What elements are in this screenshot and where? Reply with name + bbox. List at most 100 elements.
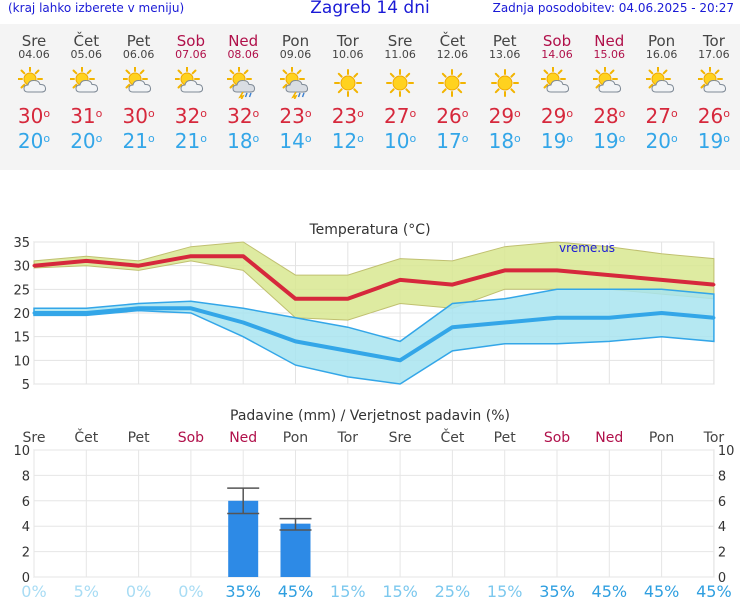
x-category-label: Sob [178,430,204,446]
y-tick-label: 35 [13,236,30,251]
day-name: Čet [439,32,466,50]
cloud-icon [232,79,256,101]
sun-cloud-icon [644,66,678,99]
min-temperature-point [346,349,350,353]
precipitation-probability: 15% [330,582,366,600]
day-date: 12.06 [436,48,469,61]
max-temperature-value: 29 [540,104,567,128]
min-temperature: 18o [227,129,260,153]
precipitation-plot-area [33,449,715,578]
location-hint[interactable]: (kraj lahko izberete v meniju) [8,1,185,15]
x-category-label: Sre [23,430,46,446]
last-updated: Zadnja posodobitev: 04.06.2025 - 20:27 [492,1,734,15]
y-tick-label-left: 2 [22,546,30,561]
day-date: 06.06 [122,48,155,61]
day-column: Sob 07.06 32o 21o [165,24,217,152]
max-temperature: 27o [645,104,678,128]
day-date: 15.06 [593,48,626,61]
precipitation-probability: 45% [696,582,732,600]
min-temperature-point [137,306,141,310]
max-temperature-value: 23 [279,104,305,128]
max-temperature-point [503,268,507,272]
max-temperature-value: 30 [17,104,44,128]
day-name: Pon [281,32,310,50]
min-temperature: 19o [593,129,626,153]
y-tick-label: 10 [13,354,30,369]
y-tick-label-right: 8 [718,469,726,484]
x-category-label: Čet [440,428,464,446]
max-temperature-point [555,268,559,272]
min-temperature-line [34,306,715,363]
day-column: Tor 17.06 26o 19o [688,24,740,152]
forecast-strip-background [0,24,740,170]
min-temperature: 21o [122,129,155,153]
max-temperature: 29o [540,104,574,128]
min-temperature-point [189,306,193,310]
day-date: 04.06 [18,48,50,61]
sun-icon [384,67,416,99]
max-temperature-point [346,297,350,301]
day-column: Sob 14.06 29o 19o [531,24,583,152]
x-category-label: Sre [389,430,412,446]
sun-icon [438,69,467,97]
sun-cloud-icon [696,66,730,99]
y-tick-label-right: 0 [718,571,726,586]
day-name: Sre [21,32,47,50]
day-name: Pon [647,32,676,50]
y-tick-label-left: 4 [22,520,30,535]
cloud-icon [651,79,674,93]
sun-icon [489,67,521,99]
cloud-icon [23,79,47,93]
min-temperature: 19o [540,129,574,153]
max-temperature-value: 28 [593,104,619,128]
max-temperature-point [84,259,88,263]
max-temperature-point [398,278,402,282]
min-temperature-point [607,316,611,320]
day-date: 09.06 [279,48,312,61]
min-temperature-value: 18 [488,129,515,153]
sun-icon [490,69,519,97]
header: (kraj lahko izberete v meniju) Zagreb 14… [0,0,740,22]
min-temperature-point [241,320,245,324]
max-temperature-value: 30 [122,104,148,128]
day-column: Ned 15.06 28o 19o [583,24,635,152]
x-category-label: Pon [649,430,674,446]
min-temperature: 20o [17,129,51,153]
min-temperature-value: 10 [384,129,410,153]
watermark: vreme.us [559,241,615,255]
max-temperature: 27o [384,104,417,128]
temperature-chart: Temperatura (°C) 5 10 15 20 25 30 35 vreme.us [13,222,716,393]
min-temperature-value: 20 [70,129,96,153]
min-temperature-point [450,325,454,329]
x-category-label: Čet [74,428,98,446]
cloud-icon [128,79,151,93]
day-name: Ned [594,32,625,50]
day-column: Sre 04.06 30o 20o [8,24,60,152]
min-temperature: 18o [488,129,521,153]
day-date: 08.06 [227,48,259,61]
x-category-label: Ned [595,430,623,446]
y-tick-label: 5 [22,378,30,393]
max-temperature-value: 32 [174,104,201,128]
min-temperature-value: 14 [279,129,305,153]
precipitation-probability: 5% [74,582,99,600]
y-tick-label-left: 0 [22,571,30,586]
max-temperature-point [712,283,716,287]
precipitation-probability: 15% [382,582,418,600]
x-category-label: Ned [229,430,257,446]
min-temperature-value: 17 [436,129,462,153]
precipitation-probability: 0% [178,582,203,600]
max-temperature-point [32,264,36,268]
y-tick-label-left: 10 [13,444,30,459]
max-temperature-value: 32 [227,104,253,128]
y-tick-label: 15 [13,331,30,346]
min-temperature: 10o [384,129,417,153]
max-temperature: 31o [70,104,103,128]
min-temperature-point [660,311,664,315]
y-tick-label: 30 [13,260,30,275]
max-temperature-value: 23 [331,104,358,128]
min-temperature-point [555,316,559,320]
temperature-chart-title: Temperatura (°C) [308,222,430,238]
min-temperature: 19o [697,129,730,153]
x-category-label: Tor [703,430,725,446]
